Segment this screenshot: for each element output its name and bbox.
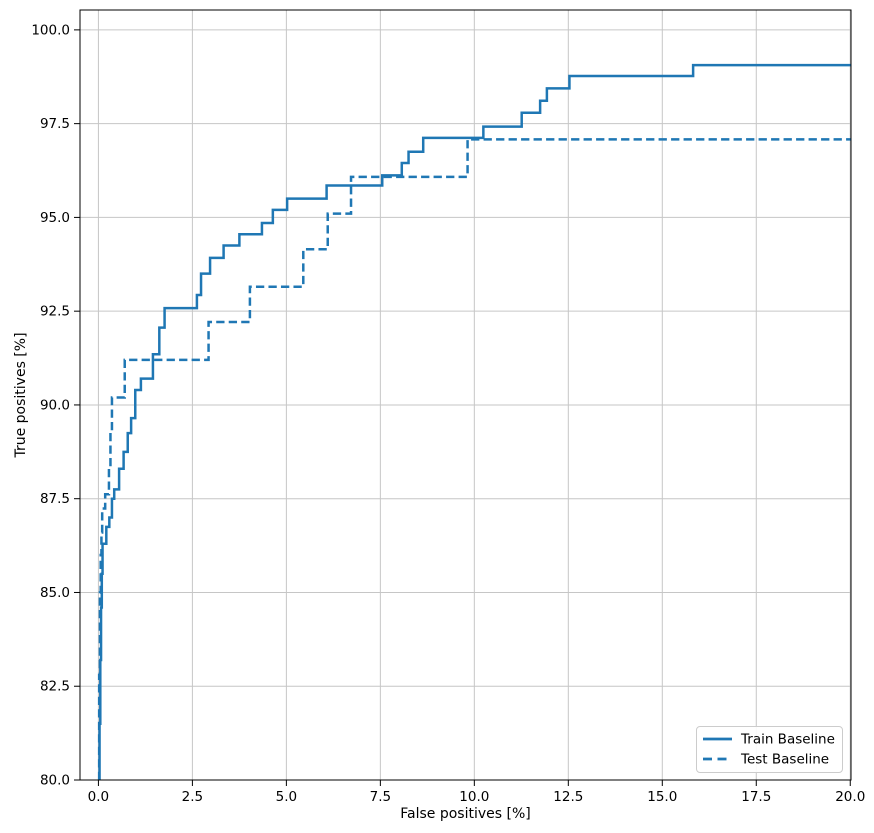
y-tick-label: 80.0 [40, 773, 70, 789]
y-tick-label: 82.5 [40, 679, 70, 695]
test-baseline-line [97, 138, 851, 780]
axes-spines [79, 9, 852, 781]
y-tick-label: 85.0 [40, 585, 70, 601]
legend-label: Test Baseline [740, 752, 829, 768]
y-axis: 80.0 82.5 85.0 87.5 90.0 92.5 95.0 97.5 100.0 Tru… [13, 22, 80, 789]
x-tick-label: 10.0 [459, 789, 489, 805]
train-baseline-line [98, 63, 851, 780]
x-tick-label: 20.0 [835, 789, 865, 805]
x-tick-label: 15.0 [647, 789, 677, 805]
x-tick-label: 12.5 [553, 789, 583, 805]
legend-label: Train Baseline [740, 732, 835, 748]
x-axis: 0.0 2.5 5.0 7.5 10.0 12.5 15.0 17.5 20.0 False po… [88, 780, 865, 822]
x-tick-label: 0.0 [88, 789, 109, 805]
y-tick-label: 95.0 [40, 210, 70, 226]
y-tick-label: 97.5 [40, 116, 70, 132]
legend: Train Baseline Test Baseline [696, 726, 843, 773]
x-tick-label: 7.5 [370, 789, 391, 805]
y-tick-label: 100.0 [31, 22, 70, 38]
y-axis-label: True positives [%] [13, 332, 29, 458]
legend-box [696, 726, 843, 773]
x-tick-label: 2.5 [182, 789, 203, 805]
y-tick-label: 87.5 [40, 491, 70, 507]
y-tick-label: 90.0 [40, 397, 70, 413]
x-tick-label: 17.5 [741, 789, 771, 805]
plot-area [80, 10, 851, 780]
x-axis-label: False positives [%] [400, 806, 530, 822]
x-tick-label: 5.0 [276, 789, 297, 805]
y-tick-label: 92.5 [40, 304, 70, 320]
